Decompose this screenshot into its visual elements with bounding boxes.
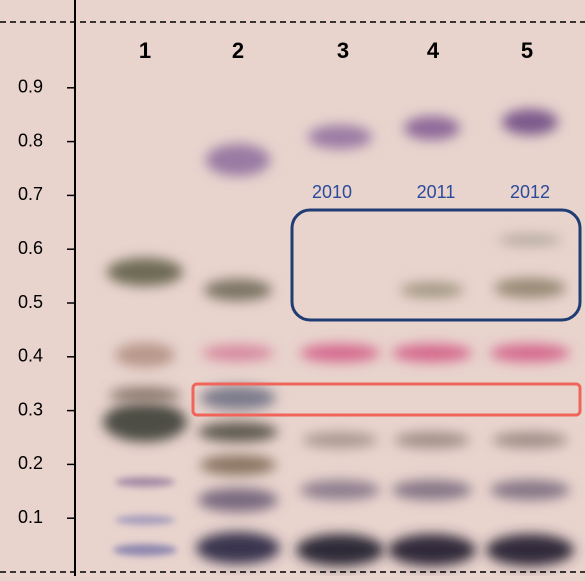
spot xyxy=(300,480,380,500)
lane-label: 3 xyxy=(337,38,349,63)
tick-label: 0.1 xyxy=(18,507,43,527)
spot xyxy=(115,477,175,487)
spot xyxy=(490,344,570,362)
spot xyxy=(115,343,175,367)
spot xyxy=(204,279,272,301)
spot xyxy=(103,402,187,442)
spot xyxy=(202,345,274,361)
spot xyxy=(302,432,378,448)
spot xyxy=(308,125,372,149)
spot xyxy=(502,109,558,135)
lane-label: 2 xyxy=(232,38,244,63)
year-label: 2011 xyxy=(417,182,456,202)
spot xyxy=(494,278,566,298)
spot xyxy=(198,488,278,512)
spot xyxy=(498,234,562,246)
lane-label: 1 xyxy=(139,38,151,63)
spot xyxy=(394,432,470,448)
tick-label: 0.6 xyxy=(18,238,43,258)
spot xyxy=(196,532,280,564)
spot xyxy=(113,544,177,556)
spot xyxy=(392,480,472,500)
spot xyxy=(490,480,570,500)
tlc-plate: 0.9 0.8 0.7 0.6 0.5 0.4 0.3 0.2 0.1 1 2 3 4 5 2010 2011… xyxy=(0,0,585,576)
spot xyxy=(400,282,464,298)
spot xyxy=(115,515,175,525)
spot xyxy=(296,534,384,566)
spot xyxy=(392,344,472,362)
tick-label: 0.2 xyxy=(18,453,43,473)
tick-label: 0.9 xyxy=(18,77,43,97)
spot xyxy=(206,144,270,176)
spot xyxy=(109,387,181,403)
lane-label: 5 xyxy=(521,38,533,63)
year-label: 2010 xyxy=(312,182,352,202)
spot xyxy=(404,116,460,140)
spot xyxy=(200,455,276,475)
tick-label: 0.7 xyxy=(18,184,43,204)
spot xyxy=(388,534,476,566)
spot xyxy=(198,422,278,442)
tick-label: 0.8 xyxy=(18,130,43,150)
year-label: 2012 xyxy=(510,182,550,202)
tick-label: 0.5 xyxy=(18,292,43,312)
lane-label: 4 xyxy=(427,38,440,63)
spot xyxy=(200,386,276,410)
spot xyxy=(486,534,574,566)
spot xyxy=(300,344,380,362)
spot xyxy=(107,258,183,286)
spot xyxy=(492,432,568,448)
tick-label: 0.3 xyxy=(18,399,43,419)
tick-label: 0.4 xyxy=(18,346,43,366)
